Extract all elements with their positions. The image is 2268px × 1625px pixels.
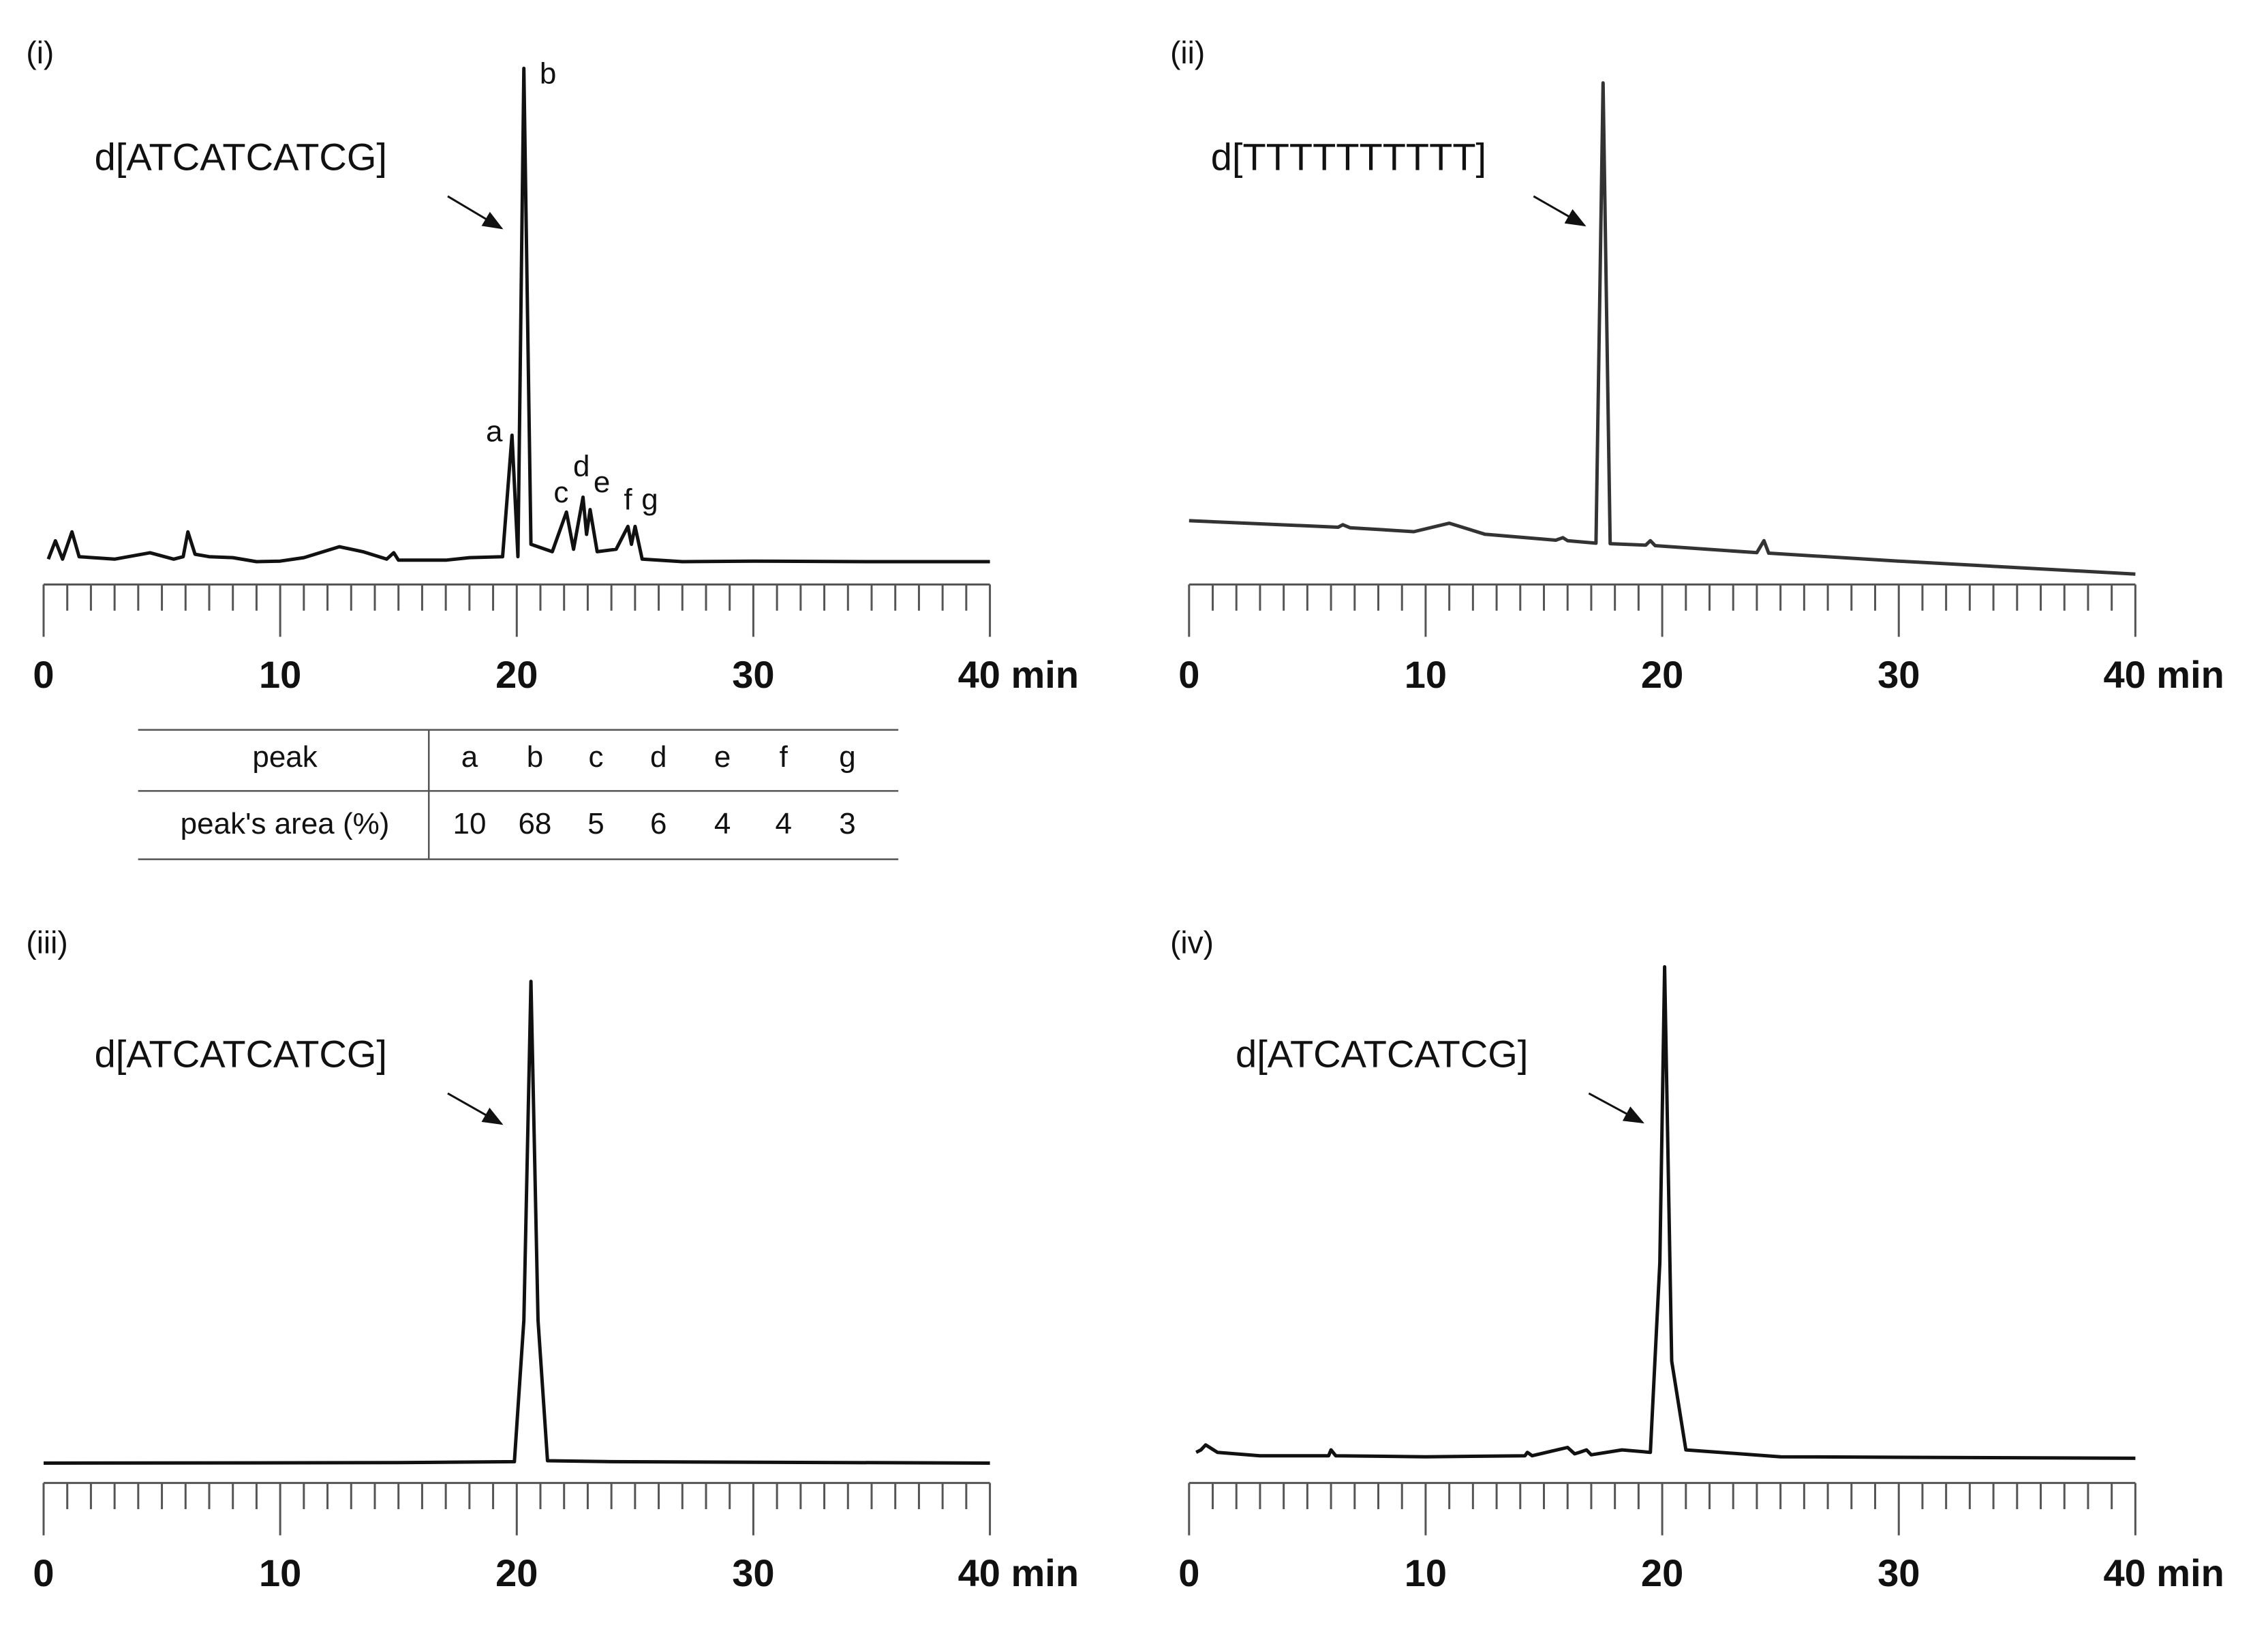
x-tick-label: 20: [495, 1551, 538, 1594]
table-header-cell: a: [461, 740, 478, 774]
x-tick-label: 40 min: [958, 1551, 1079, 1594]
trace: [46, 66, 990, 564]
table-cell: 3: [839, 807, 855, 840]
panel-label: (iv): [1170, 925, 1214, 960]
annotation-arrow: [1588, 1092, 1644, 1124]
x-tick-label: 30: [1878, 1551, 1920, 1594]
panel-label: (ii): [1170, 35, 1205, 70]
x-tick-label: 0: [1178, 1551, 1199, 1594]
x-tick-label: 0: [1178, 653, 1199, 696]
peak-label: c: [553, 476, 568, 509]
table-header-cell: g: [839, 740, 855, 774]
table-cell: 10: [453, 807, 486, 840]
x-tick-label: 10: [259, 653, 301, 696]
x-tick-label: 0: [33, 1551, 54, 1594]
table-header-cell: b: [527, 740, 543, 774]
panel-label: (iii): [26, 925, 67, 960]
annotation: d[ATCATCATCG]: [95, 135, 387, 178]
x-tick-label: 40 min: [2103, 1551, 2224, 1594]
x-tick-label: 40 min: [2103, 653, 2224, 696]
table-cell: 4: [714, 807, 731, 840]
peak-label: g: [641, 483, 658, 517]
table-cell: 5: [587, 807, 604, 840]
table-cell: peak's area (%): [181, 807, 390, 840]
x-tick-label: 20: [1641, 653, 1683, 696]
peak-label: b: [540, 57, 556, 91]
x-tick-label: 30: [732, 1551, 774, 1594]
table-header-cell: peak: [252, 740, 318, 774]
table-header-cell: e: [714, 740, 731, 774]
annotation-arrow: [447, 1092, 504, 1125]
table-cell: 68: [518, 807, 551, 840]
panel-label: (i): [26, 35, 54, 70]
annotation: d[ATCATCATCG]: [95, 1032, 387, 1075]
peak-label: a: [486, 414, 503, 448]
peak-label: d: [573, 449, 589, 483]
x-tick-label: 30: [1878, 653, 1920, 696]
annotation: d[ATCATCATCG]: [1236, 1032, 1528, 1075]
x-tick-label: 20: [1641, 1551, 1683, 1594]
x-tick-label: 10: [1405, 1551, 1447, 1594]
x-tick-label: 10: [1405, 653, 1447, 696]
table-cell: 6: [650, 807, 666, 840]
peak-label: e: [594, 466, 610, 499]
x-tick-label: 10: [259, 1551, 301, 1594]
table-header-cell: c: [589, 740, 604, 774]
x-tick-label: 0: [33, 653, 54, 696]
table-header-cell: f: [780, 740, 788, 774]
x-tick-label: 20: [495, 653, 538, 696]
peak-label: f: [624, 483, 632, 517]
trace: [1189, 81, 2136, 576]
annotation: d[TTTTTTTTTT]: [1211, 135, 1486, 178]
x-tick-label: 40 min: [958, 653, 1079, 696]
trace: [43, 979, 990, 1465]
table-header-cell: d: [650, 740, 666, 774]
annotation-arrow: [447, 195, 504, 230]
x-tick-label: 30: [732, 653, 774, 696]
annotation-arrow: [1533, 195, 1587, 227]
trace: [1195, 965, 2136, 1460]
table-cell: 4: [775, 807, 791, 840]
